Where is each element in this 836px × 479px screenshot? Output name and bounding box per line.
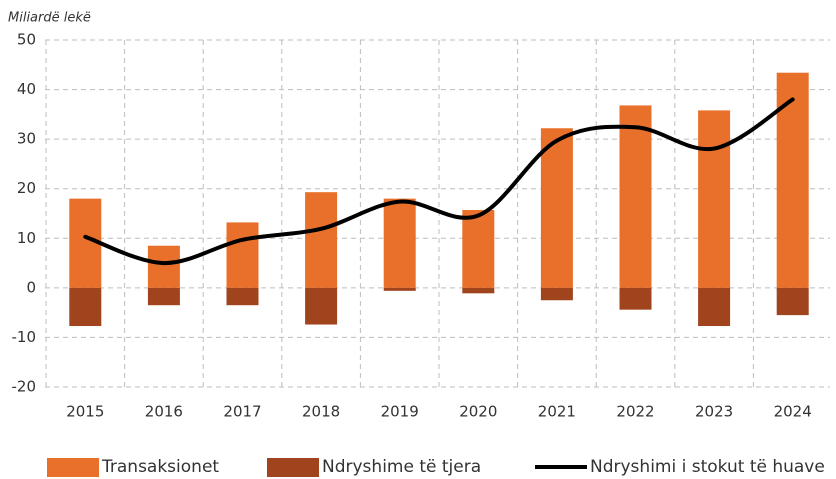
x-tick-label: 2019 (381, 403, 419, 421)
legend-swatch (267, 458, 319, 477)
y-tick-label: -20 (12, 378, 37, 396)
legend-label: Ndryshime të tjera (322, 457, 481, 477)
bar (619, 287, 652, 310)
bar (226, 222, 259, 288)
bar (776, 287, 809, 316)
line (83, 97, 795, 266)
x-tick-label: 2020 (459, 403, 497, 421)
legend-label: Transaksionet (101, 457, 219, 477)
y-tick-label: 0 (26, 278, 36, 296)
bar (69, 287, 102, 327)
y-tick-label: -10 (12, 328, 37, 346)
y-tick-label: 30 (17, 130, 36, 148)
legend-label: Ndryshimi i stokut të huave (590, 457, 825, 477)
bar (226, 287, 259, 306)
bar (305, 192, 338, 288)
bar (698, 110, 731, 288)
bar (383, 287, 416, 291)
legend-swatch (47, 458, 99, 477)
y-tick-label: 40 (17, 80, 36, 98)
bar (462, 210, 495, 288)
bar (619, 105, 652, 288)
bar (540, 287, 573, 301)
x-tick-label: 2023 (695, 403, 733, 421)
bar (305, 287, 338, 325)
x-tick-label: 2018 (302, 403, 340, 421)
bar (147, 245, 180, 288)
y-tick-label: 50 (17, 31, 36, 49)
bar (147, 287, 180, 306)
y-tick-label: 20 (17, 179, 36, 197)
bar (698, 287, 731, 327)
axis-unit: Miliardë lekë (8, 11, 91, 26)
x-tick-label: 2021 (538, 403, 576, 421)
bar (776, 72, 809, 288)
bar (383, 198, 416, 288)
y-tick-label: 10 (17, 229, 36, 247)
bar (540, 128, 573, 288)
x-tick-label: 2017 (223, 403, 261, 421)
x-tick-label: 2016 (145, 403, 183, 421)
x-tick-label: 2022 (616, 403, 654, 421)
x-tick-label: 2024 (774, 403, 812, 421)
x-tick-label: 2015 (66, 403, 104, 421)
bar (462, 287, 495, 294)
